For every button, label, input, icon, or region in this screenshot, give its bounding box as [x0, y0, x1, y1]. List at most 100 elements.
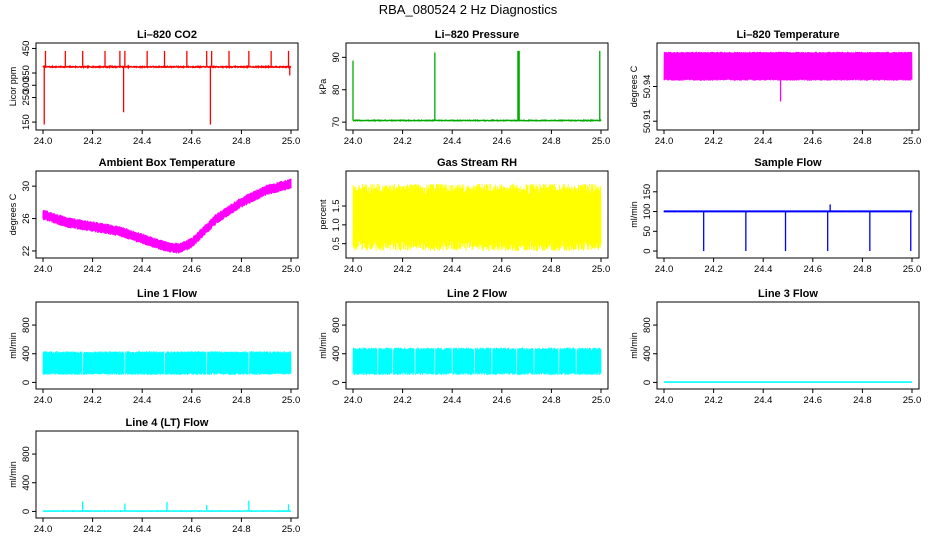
y-axis-label: ml/min — [629, 201, 639, 228]
y-tick-label: 400 — [642, 346, 653, 362]
x-tick-label: 25.0 — [592, 136, 611, 147]
series-rh-band — [352, 183, 602, 252]
x-tick-label: 25.0 — [282, 524, 301, 535]
y-tick-label: 800 — [21, 446, 32, 462]
y-tick-label: 0 — [21, 380, 32, 385]
x-tick-label: 25.0 — [282, 395, 301, 406]
panel-1: Li–820 Pressure 24.0 24.2 24.4 24.6 24.8 25.0 7… — [318, 29, 610, 147]
x-tick-label: 24.8 — [232, 395, 251, 406]
y-tick-label: 0 — [642, 248, 653, 253]
y-tick-label: 50.91 — [642, 109, 653, 133]
y-tick-label: 0 — [331, 380, 342, 385]
x-tick-label: 24.2 — [83, 264, 102, 275]
x-tick-label: 24.0 — [344, 136, 363, 147]
x-tick-label: 24.6 — [804, 264, 823, 275]
x-tick-label: 25.0 — [903, 264, 922, 275]
panel-title: Li–820 CO2 — [137, 29, 197, 41]
x-tick-label: 24.4 — [133, 395, 152, 406]
plot-frame — [35, 301, 299, 390]
plot-frame — [656, 301, 920, 390]
y-tick-label: 350 — [21, 65, 32, 81]
series-line-4-line — [42, 509, 292, 513]
y-tick-label: 26 — [21, 213, 32, 224]
plot-frame — [35, 42, 299, 131]
x-tick-label: 24.4 — [754, 264, 773, 275]
x-tick-label: 24.2 — [704, 136, 723, 147]
plot-frame — [345, 42, 609, 131]
x-tick-label: 24.6 — [804, 395, 823, 406]
panels-group: Li–820 CO2 24.0 24.2 24.4 24.6 24.8 25.0 150 250… — [8, 29, 921, 535]
x-tick-label: 24.0 — [655, 264, 674, 275]
x-tick-label: 25.0 — [903, 395, 922, 406]
panel-title: Li–820 Pressure — [435, 29, 519, 41]
y-tick-label: 22 — [21, 246, 32, 257]
x-tick-label: 24.2 — [83, 136, 102, 147]
x-tick-label: 24.8 — [853, 136, 872, 147]
x-tick-label: 24.0 — [344, 264, 363, 275]
x-tick-label: 25.0 — [282, 264, 301, 275]
y-tick-label: 0.5 — [331, 237, 342, 250]
panel-5: Sample Flow 24.0 24.2 24.4 24.6 24.8 25.0 0 50 10… — [629, 157, 921, 275]
plot-area — [42, 178, 292, 254]
y-axis-label: ml/min — [318, 332, 328, 359]
plot-area — [352, 50, 602, 123]
x-tick-label: 24.4 — [443, 395, 462, 406]
plot-area — [663, 204, 913, 252]
series-line-1-band — [42, 351, 292, 375]
y-tick-label: 50 — [642, 226, 653, 237]
x-tick-label: 24.8 — [542, 264, 561, 275]
x-tick-label: 24.6 — [493, 136, 512, 147]
panel-title: Line 4 (LT) Flow — [126, 417, 209, 429]
y-axis-label: degrees C — [629, 65, 639, 107]
x-tick-label: 24.6 — [183, 264, 202, 275]
y-axis-label: kPa — [318, 79, 328, 95]
y-axis-label: Licor ppm — [8, 67, 18, 107]
x-tick-label: 24.2 — [704, 264, 723, 275]
y-tick-label: 250 — [21, 90, 32, 106]
plot-frame — [345, 170, 609, 259]
panel-6: Line 1 Flow 24.0 24.2 24.4 24.6 24.8 25.0 0 400 8… — [8, 288, 300, 406]
x-tick-label: 24.8 — [853, 395, 872, 406]
x-tick-label: 24.8 — [232, 524, 251, 535]
x-tick-label: 24.4 — [133, 264, 152, 275]
x-tick-label: 24.8 — [232, 264, 251, 275]
x-tick-label: 24.2 — [393, 264, 412, 275]
x-tick-label: 24.8 — [853, 264, 872, 275]
x-tick-label: 24.8 — [232, 136, 251, 147]
x-tick-label: 24.2 — [704, 395, 723, 406]
x-tick-label: 24.0 — [34, 524, 53, 535]
panel-title: Line 1 Flow — [137, 288, 197, 300]
x-tick-label: 25.0 — [282, 136, 301, 147]
x-tick-label: 24.0 — [34, 136, 53, 147]
x-tick-label: 24.4 — [443, 136, 462, 147]
y-axis-label: ml/min — [629, 332, 639, 359]
panel-8: Line 3 Flow 24.0 24.2 24.4 24.6 24.8 25.0 0 400 8… — [629, 288, 921, 406]
x-tick-label: 24.2 — [393, 395, 412, 406]
y-tick-label: 400 — [21, 346, 32, 362]
panel-title: Sample Flow — [754, 157, 822, 169]
y-tick-label: 450 — [21, 41, 32, 57]
figure-title: RBA_080524 2 Hz Diagnostics — [379, 2, 558, 17]
series-sample-flow-band — [663, 210, 913, 213]
y-tick-label: 150 — [21, 114, 32, 130]
panel-3: Ambient Box Temperature 24.0 24.2 24.4 24.6 2… — [8, 157, 300, 275]
panel-9: Line 4 (LT) Flow 24.0 24.2 24.4 24.6 24.8 25.0… — [8, 417, 300, 535]
y-tick-label: 800 — [21, 317, 32, 333]
panel-title: Li–820 Temperature — [736, 29, 839, 41]
x-tick-label: 24.4 — [133, 136, 152, 147]
panel-title: Ambient Box Temperature — [99, 157, 236, 169]
series-box-temperature-curve — [42, 178, 292, 254]
y-axis-label: ml/min — [8, 461, 18, 488]
plot-frame — [345, 301, 609, 390]
panel-title: Line 2 Flow — [447, 288, 507, 300]
panel-0: Li–820 CO2 24.0 24.2 24.4 24.6 24.8 25.0 150 250… — [8, 29, 300, 147]
x-tick-label: 24.6 — [804, 136, 823, 147]
x-tick-label: 24.4 — [754, 395, 773, 406]
x-tick-label: 24.2 — [83, 524, 102, 535]
x-tick-label: 24.0 — [655, 136, 674, 147]
x-tick-label: 24.6 — [493, 395, 512, 406]
y-tick-label: 50.94 — [642, 75, 653, 99]
x-tick-label: 25.0 — [592, 395, 611, 406]
x-tick-label: 24.0 — [34, 395, 53, 406]
